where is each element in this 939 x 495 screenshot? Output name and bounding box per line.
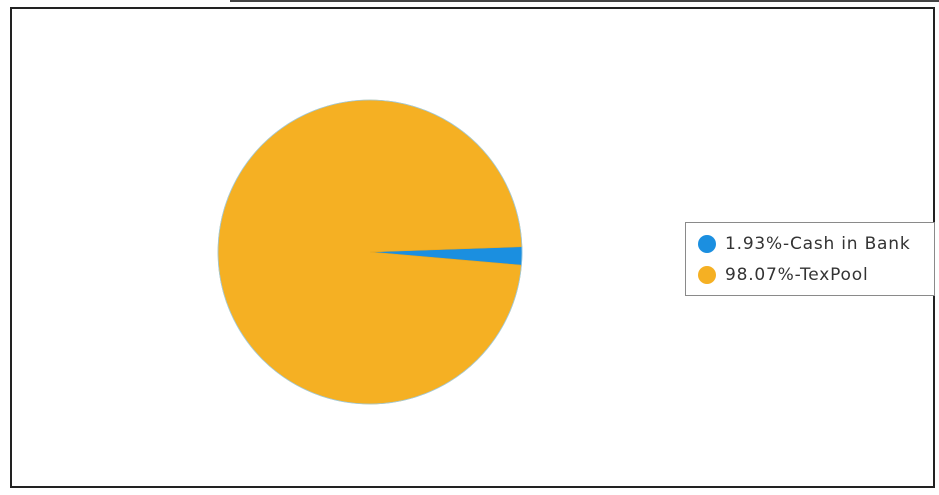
top-border-line [230,0,939,2]
legend-label-cash-in-bank: 1.93%-Cash in Bank [725,233,911,254]
legend-swatch-texpool [698,265,716,284]
legend-swatch-cash-in-bank [698,234,716,253]
legend-item-cash-in-bank: 1.93%-Cash in Bank [686,228,934,259]
pie-rim [217,99,523,405]
legend-item-texpool: 98.07%-TexPool [686,259,934,290]
chart-legend: 1.93%-Cash in Bank 98.07%-TexPool [685,222,935,296]
pie-slices [217,99,523,405]
legend-label-texpool: 98.07%-TexPool [725,264,869,285]
